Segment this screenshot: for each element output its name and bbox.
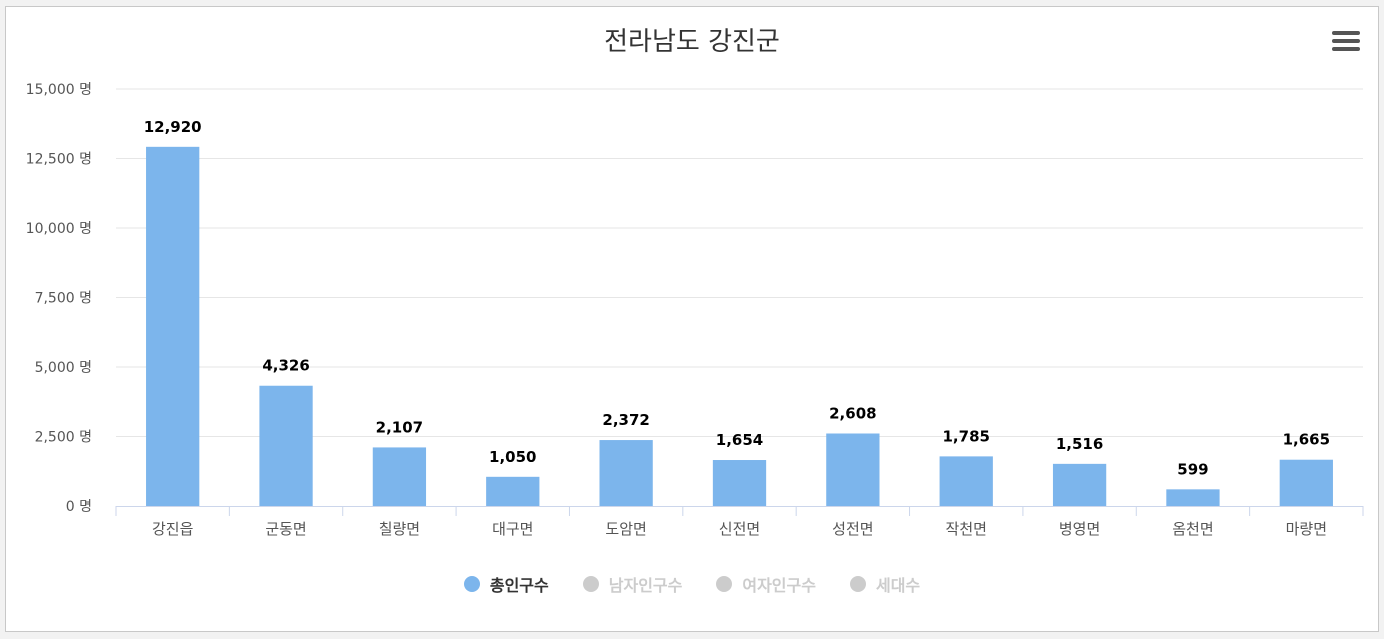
bar-2 [372,447,427,506]
data-label: 1,516 [1056,435,1103,453]
bar-9 [1166,489,1220,506]
bar-10 [1279,459,1333,506]
x-tick-label: 강진읍 [152,520,193,538]
x-tick-label: 신전면 [719,520,760,538]
bar-4 [599,440,653,506]
data-label: 599 [1177,460,1208,478]
bar-5 [712,460,767,506]
data-label: 1,050 [489,448,536,466]
chart-container: 전라남도 강진군 0 명 2,500 명 5,000 명 7,500 명 10,000 … [5,6,1379,632]
bar-1 [259,385,313,506]
bar-8 [1052,463,1107,506]
legend-item-total-population[interactable]: 총인구수 [463,572,549,596]
legend-marker-icon [463,576,480,592]
y-tick-label: 10,000 명 [26,221,92,237]
data-label: 4,326 [262,357,309,375]
legend-marker-icon [716,576,733,592]
y-tick-label: 2,500 명 [35,430,92,446]
legend-item-households[interactable]: 세대수 [849,572,921,596]
x-tick-label: 칠량면 [379,520,420,538]
legend-item-male-population[interactable]: 남자인구수 [582,572,683,596]
x-tick-label: 병영면 [1059,520,1100,538]
legend-label: 세대수 [875,576,921,595]
legend-marker-icon [849,576,866,592]
x-tick-label: 마량면 [1286,520,1327,538]
bar-6 [826,433,880,506]
x-tick-label: 군동면 [265,520,306,538]
data-label: 1,654 [716,431,763,449]
data-label: 1,785 [943,427,990,445]
legend-label: 여자인구수 [742,576,816,595]
data-label: 2,608 [829,404,876,422]
chart-title: 전라남도 강진군 [604,27,780,57]
x-tick-label: 옴천면 [1172,520,1213,538]
bar-chart: 0 명 2,500 명 5,000 명 7,500 명 10,000 명 12,500 명… [26,82,1364,538]
x-tick-label: 대구면 [492,520,533,538]
data-label: 2,372 [602,411,649,429]
y-tick-label: 15,000 명 [26,82,92,98]
legend-label: 남자인구수 [608,576,683,595]
legend-label: 총인구수 [489,576,549,595]
data-label: 2,107 [376,418,423,436]
legend-item-female-population[interactable]: 여자인구수 [716,572,816,596]
bar-7 [939,456,993,506]
y-tick-label: 5,000 명 [35,360,92,376]
x-tick-label: 도암면 [605,520,646,538]
x-tick-label: 성전면 [832,520,873,538]
legend-marker-icon [582,576,599,592]
bar-0 [146,146,200,506]
y-tick-label: 12,500 명 [26,152,92,168]
hamburger-menu-icon[interactable] [1332,31,1360,55]
y-tick-label: 7,500 명 [35,291,92,307]
x-tick-label: 작천면 [946,520,987,538]
chart-legend: 총인구수 남자인구수 여자인구수 세대수 [6,572,1378,596]
data-label: 12,920 [144,118,202,136]
y-tick-label: 0 명 [66,499,92,515]
bar-3 [486,476,540,506]
data-label: 1,665 [1283,431,1330,449]
